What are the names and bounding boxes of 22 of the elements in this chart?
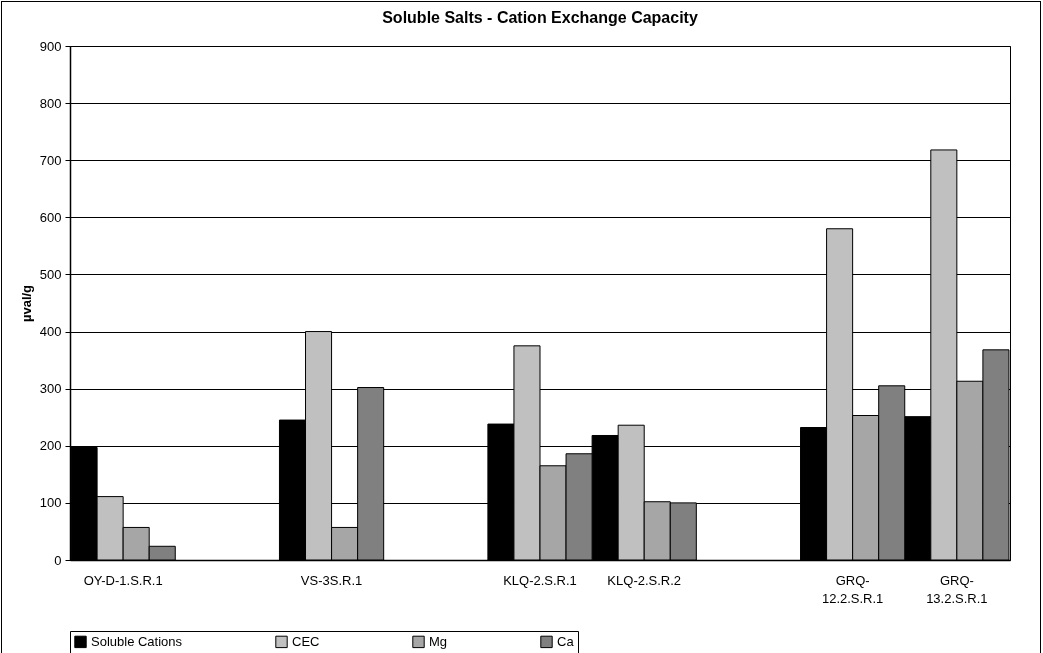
y-tick-label: 600 (39, 209, 62, 225)
legend-label: CEC (292, 633, 320, 649)
chart-title: Soluble Salts - Cation Exchange Capacity (382, 9, 698, 26)
x-tick-label: VS-3S.R.1 (300, 572, 363, 588)
x-tick-label: KLQ-2.S.R.2 (607, 572, 682, 588)
x-tick-label: KLQ-2.S.R.1 (503, 572, 577, 588)
legend-label: Ca (557, 633, 575, 649)
x-tick-label: GRQ-12.2.S.R.1 (821, 572, 884, 606)
y-tick-label: 500 (39, 266, 62, 282)
legend-label: Mg (429, 633, 448, 649)
x-tick-label: GRQ-13.2.S.R.1 (926, 572, 988, 606)
y-axis-title: µval/g (18, 284, 34, 323)
y-tick-label: 200 (39, 438, 62, 454)
y-tick-label: 400 (39, 324, 62, 340)
legend-label: Soluble Cations (91, 633, 183, 649)
y-tick-label: 900 (39, 38, 62, 54)
y-tick-label: 100 (39, 495, 62, 511)
y-tick-label: 800 (39, 95, 62, 111)
y-tick-label: 300 (39, 381, 62, 397)
x-tick-label: OY-D-1.S.R.1 (83, 572, 163, 588)
y-tick-label: 700 (39, 152, 62, 168)
y-tick-label: 0 (54, 552, 62, 568)
